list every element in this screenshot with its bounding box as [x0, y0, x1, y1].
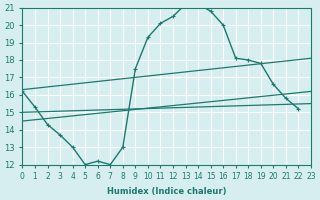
X-axis label: Humidex (Indice chaleur): Humidex (Indice chaleur): [107, 187, 227, 196]
